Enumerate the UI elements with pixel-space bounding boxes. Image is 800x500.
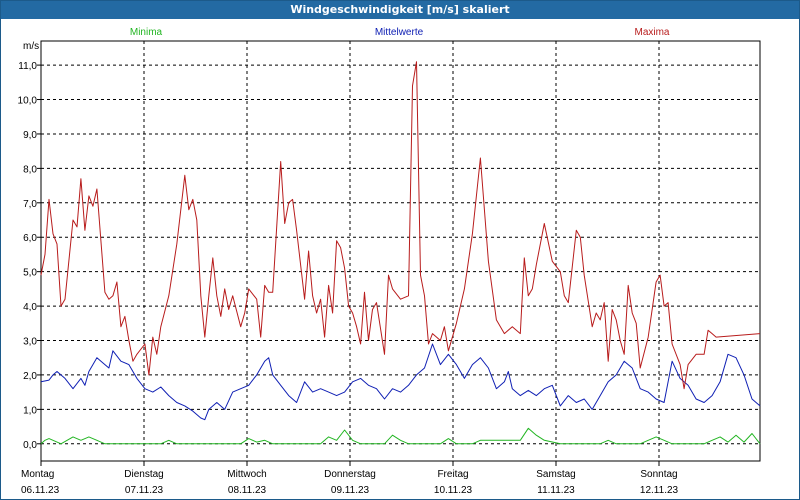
grid [41, 41, 760, 461]
y-tick-label: 6,0 [23, 233, 37, 244]
y-tick-label: 2,0 [23, 371, 37, 382]
y-axis-label: m/s [23, 41, 39, 52]
y-tick-label: 3,0 [23, 337, 37, 348]
y-tick-label: 8,0 [23, 164, 37, 175]
legend-entry-maxima: Maxima [634, 27, 669, 38]
legend-entry-mittelwerte: Mittelwerte [375, 27, 424, 38]
y-tick-label: 5,0 [23, 268, 37, 279]
series-line-maxima [40, 61, 761, 390]
x-tick-day-label: Freitag [437, 469, 468, 480]
x-axis-ticks: Montag 06.11.23 Dienstag 07.11.23 Mittwoch 08… [21, 461, 679, 496]
x-tick-day-label: Sonntag [640, 469, 677, 480]
x-tick-date-label: 10.11.23 [434, 485, 473, 496]
x-tick-day-label: Samstag [536, 469, 575, 480]
x-tick-date-label: 09.11.23 [331, 485, 370, 496]
x-tick-date-label: 11.11.23 [537, 485, 575, 496]
series-line-minima [40, 427, 761, 445]
x-tick-date-label: 12.11.23 [640, 485, 679, 496]
y-tick-label: 7,0 [23, 199, 37, 210]
y-tick-label: 10,0 [18, 96, 38, 107]
y-axis-ticks: 0,0 1,0 2,0 3,0 4,0 5,0 6,0 7,0 8,0 9,0 10,0 11,0 [18, 61, 41, 451]
x-tick-date-label: 08.11.23 [228, 485, 267, 496]
x-tick-day-label: Montag [21, 469, 54, 480]
window-title: Windgeschwindigkeit [m/s] skaliert [1, 1, 799, 19]
x-tick-day-label: Dienstag [124, 469, 163, 480]
y-tick-label: 4,0 [23, 302, 37, 313]
x-tick-day-label: Mittwoch [227, 469, 266, 480]
series-line-mittelwerte [40, 343, 761, 421]
chart-canvas: 0,0 1,0 2,0 3,0 4,0 5,0 6,0 7,0 8,0 9,0 10,0 11,0 m… [18, 27, 761, 496]
plot-frame [40, 40, 761, 462]
x-tick-date-label: 07.11.23 [125, 485, 164, 496]
legend: Minima Mittelwerte Maxima [130, 27, 670, 38]
y-tick-label: 11,0 [18, 61, 37, 72]
x-tick-date-label: 06.11.23 [21, 485, 60, 496]
y-tick-label: 9,0 [23, 130, 37, 141]
y-tick-label: 1,0 [23, 405, 37, 416]
series-lines [40, 61, 761, 445]
y-tick-label: 0,0 [23, 440, 37, 451]
legend-entry-minima: Minima [130, 27, 163, 38]
x-tick-day-label: Donnerstag [324, 469, 376, 480]
